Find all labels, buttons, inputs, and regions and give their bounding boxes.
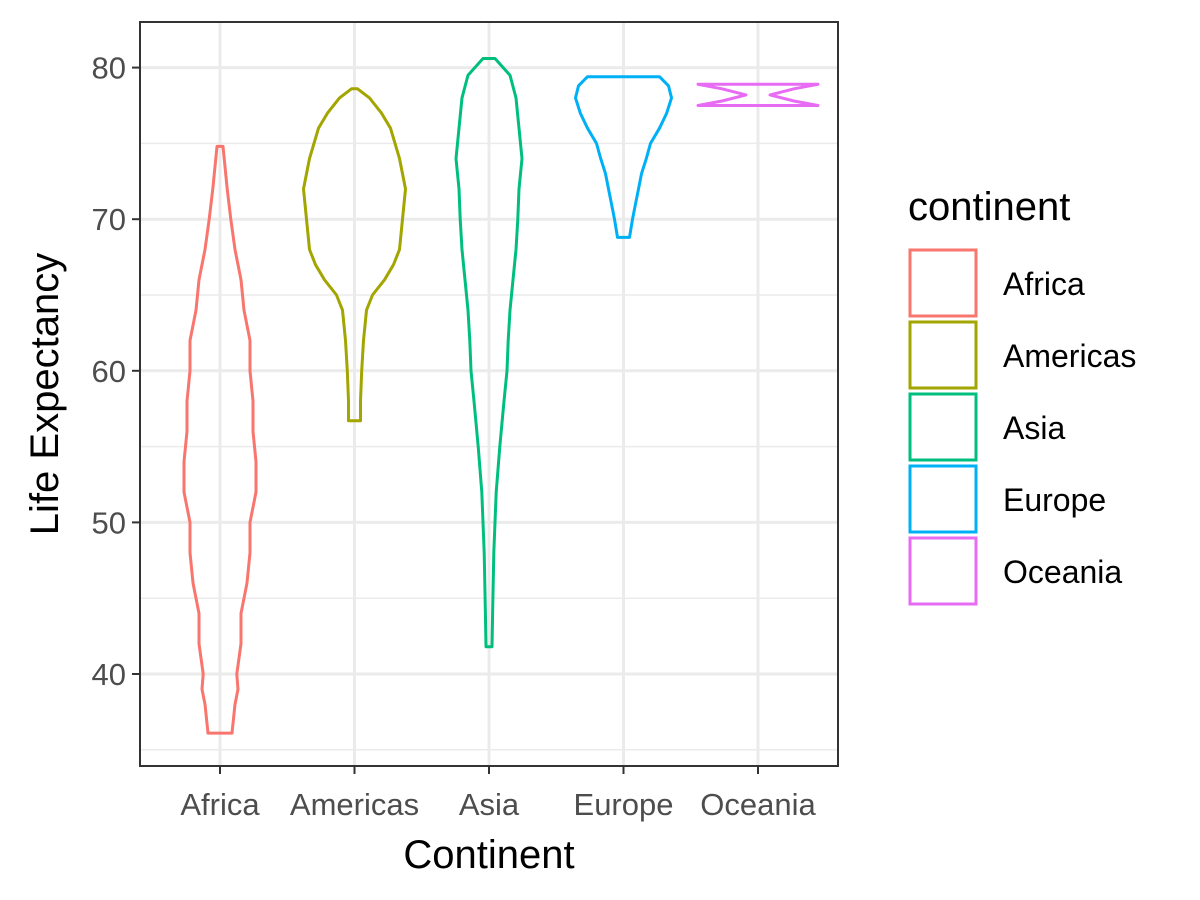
grid: [140, 22, 838, 766]
y-tick-label: 70: [92, 202, 126, 237]
x-tick-label-europe: Europe: [574, 787, 674, 822]
y-axis-title: Life Expectancy: [23, 253, 67, 535]
legend-key: [908, 536, 978, 606]
violins: [182, 57, 820, 735]
violin-africa: [182, 144, 258, 735]
legend-item-africa: Africa: [908, 248, 1085, 318]
legend-key: [908, 248, 978, 318]
legend-label: Europe: [1003, 482, 1106, 518]
legend-label: Asia: [1003, 410, 1065, 446]
legend-label: Americas: [1003, 338, 1136, 374]
legend-label: Oceania: [1003, 554, 1122, 590]
y-tick-label: 60: [92, 354, 126, 389]
y-tick-label: 50: [92, 505, 126, 540]
legend-key: [908, 392, 978, 462]
violin-oceania: [696, 82, 820, 107]
y-tick-label: 80: [92, 51, 126, 86]
violin-americas: [302, 87, 407, 423]
x-axis: Africa Americas Asia Europe Oceania: [180, 766, 816, 822]
legend-key: [908, 320, 978, 390]
legend-item-asia: Asia: [908, 392, 1065, 462]
legend: continent Africa Americas Asia Europe Oceani…: [908, 185, 1136, 606]
y-tick-label: 40: [92, 657, 126, 692]
legend-key: [908, 464, 978, 534]
legend-item-europe: Europe: [908, 464, 1106, 534]
x-tick-label-americas: Americas: [290, 787, 419, 822]
x-axis-title: Continent: [403, 833, 574, 877]
legend-item-oceania: Oceania: [908, 536, 1122, 606]
legend-item-americas: Americas: [908, 320, 1136, 390]
legend-title: continent: [908, 185, 1070, 229]
x-tick-label-oceania: Oceania: [700, 787, 816, 822]
legend-label: Africa: [1003, 266, 1085, 302]
x-tick-label-asia: Asia: [459, 787, 520, 822]
violin-asia: [454, 57, 524, 649]
y-axis: 40 50 60 70 80: [92, 51, 140, 692]
x-tick-label-africa: Africa: [180, 787, 260, 822]
legend-items: Africa Americas Asia Europe Oceania: [908, 248, 1136, 606]
violin-europe: [574, 75, 673, 239]
